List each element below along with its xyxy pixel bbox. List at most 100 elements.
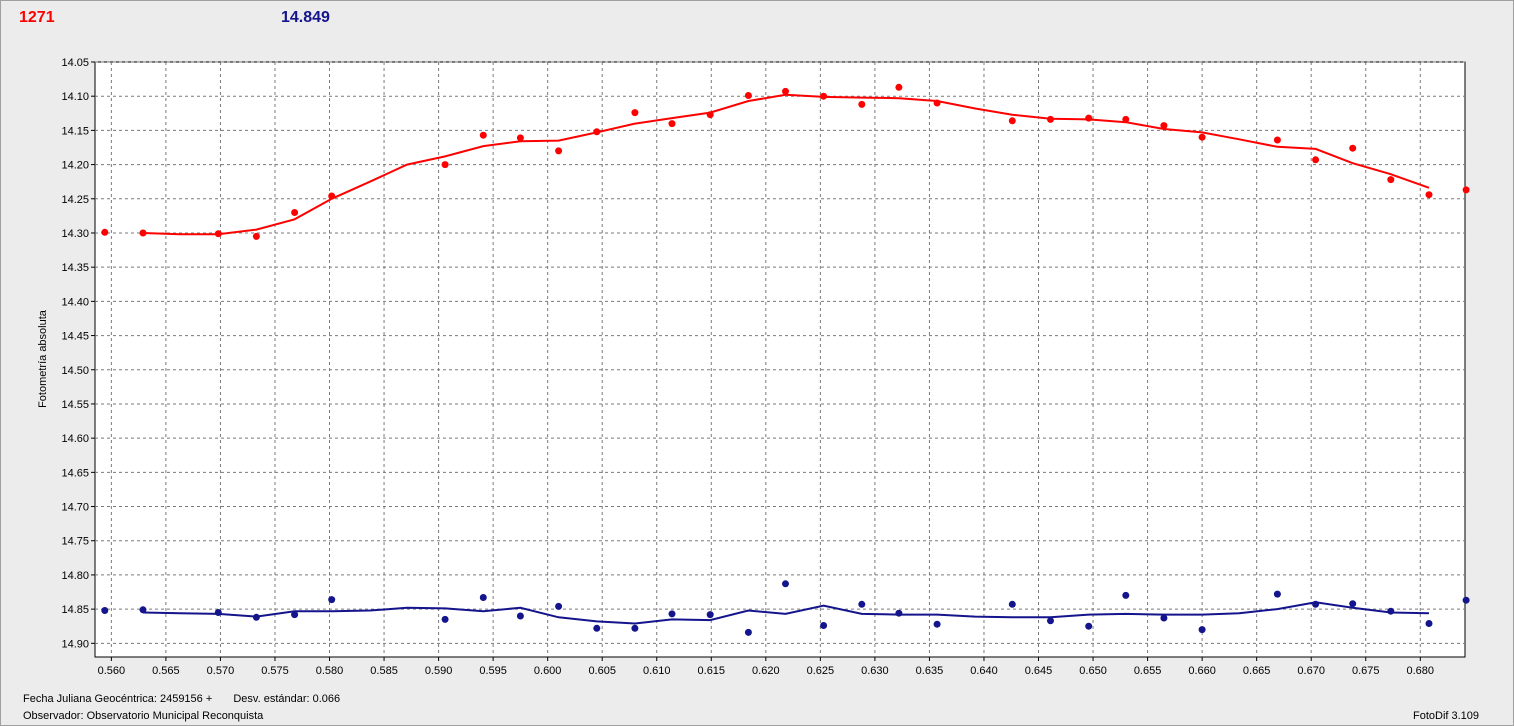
series-2-point [1273,590,1281,598]
header-right-value: 14.849 [281,9,330,26]
x-tick-label: 0.620 [752,665,780,677]
series-2-point [933,620,941,628]
series-2-point [516,612,524,620]
series-2-point [441,615,449,623]
series-1-point [441,161,449,169]
series-1-point [668,120,676,128]
photometry-chart: 0.560 0.565 0.570 0.575 0.580 0.585 0.590 0.595… [37,57,1470,677]
x-tick-label: 0.565 [152,665,180,677]
series-1-point [1312,156,1320,164]
series-1-point [1122,115,1130,123]
x-tick-label: 0.570 [207,665,235,677]
series-1-point [101,228,109,236]
series-1-point [1160,122,1168,130]
series-1-point [895,83,903,91]
series-1-point [1085,114,1093,122]
series-1-point [593,128,601,136]
series-2-point [782,580,789,588]
x-tick-label: 0.575 [261,665,289,677]
series-1-point [214,230,222,238]
x-tick-label: 0.670 [1297,665,1325,677]
series-2-point [139,606,147,614]
x-axis-ticks: 0.560 0.565 0.570 0.575 0.580 0.585 0.590 0.595… [98,657,1434,677]
series-2-point [291,611,299,619]
series-1-point [782,87,789,95]
x-tick-label: 0.615 [698,665,726,677]
series-1-point [1425,191,1433,199]
y-tick-label: 14.90 [61,638,89,650]
series-2-point [1122,591,1130,599]
y-tick-label: 14.55 [61,399,89,411]
y-tick-label: 14.80 [61,570,89,582]
series-2-point [1349,600,1357,608]
y-tick-label: 14.60 [61,433,89,445]
series-2-point [1425,620,1433,627]
series-1-point [328,192,336,200]
y-tick-label: 14.35 [61,262,89,274]
header-left-value: 1271 [19,9,55,26]
grid-lines [95,61,1465,657]
y-tick-label: 14.75 [61,536,89,548]
y-axis-ticks: 14.05 14.10 14.15 14.20 14.25 14.30 14.35 14.40… [61,57,95,650]
x-tick-label: 0.590 [425,665,453,677]
std-dev-label: Desv. estándar: 0.066 [233,693,341,705]
series-2-point [1198,626,1206,634]
y-tick-label: 14.15 [61,125,89,137]
x-tick-label: 0.610 [643,665,671,677]
observer-label: Observador: Observatorio Municipal Recon… [23,710,264,722]
series-1-point [516,134,524,142]
series-1-point [1273,136,1281,144]
y-tick-label: 14.10 [61,91,89,103]
julian-date-label: Fecha Juliana Geocéntrica: 2459156 + [23,693,213,705]
x-tick-label: 0.640 [970,665,998,677]
y-tick-label: 14.25 [61,194,89,206]
series-2-point [252,613,260,621]
y-tick-label: 14.50 [61,365,89,377]
series-1-point [744,92,752,99]
y-axis-label: Fotometría absoluta [37,309,49,408]
series-1-point [252,232,260,240]
series-1-point [706,111,714,119]
y-tick-label: 14.40 [61,296,89,308]
y-tick-label: 14.70 [61,502,89,514]
y-tick-label: 14.30 [61,228,89,240]
x-tick-label: 0.625 [807,665,835,677]
series-1-point [291,209,299,216]
series-1-point [555,147,563,155]
x-tick-label: 0.600 [534,665,562,677]
series-2-point [706,611,714,619]
x-tick-label: 0.580 [316,665,344,677]
x-tick-label: 0.660 [1188,665,1216,677]
series-1-point [631,109,639,117]
series-1-point [139,229,147,237]
series-1-point [1387,176,1395,184]
x-tick-label: 0.585 [370,665,398,677]
series-1-point [479,131,487,139]
data-points [101,83,1470,636]
series-2-point [479,594,487,601]
series-2-point [631,624,639,632]
y-tick-label: 14.65 [61,467,89,479]
series-2-point [1008,600,1016,608]
series-2-point [1085,622,1093,630]
series-1-point [1462,186,1470,194]
x-tick-label: 0.645 [1025,665,1053,677]
series-2-point [214,609,222,616]
series-2-fit-line [142,601,1430,625]
x-tick-label: 0.605 [588,665,616,677]
x-tick-label: 0.650 [1079,665,1107,677]
series-2-point [1312,600,1320,608]
series-2-point [1160,614,1168,622]
plot-area [94,61,1466,658]
footer-date-line: Fecha Juliana Geocéntrica: 2459156 + Des… [23,693,358,705]
series-1-point [933,99,941,107]
series-1-point [1047,115,1054,123]
series-2-point [895,609,903,617]
series-2-point [820,622,828,629]
series-2-point [1462,596,1470,604]
x-tick-label: 0.675 [1352,665,1380,677]
series-2-point [328,596,336,604]
y-tick-label: 14.85 [61,604,89,616]
version-label: FotoDif 3.109 [1413,710,1480,722]
series-2-point [1047,617,1054,625]
